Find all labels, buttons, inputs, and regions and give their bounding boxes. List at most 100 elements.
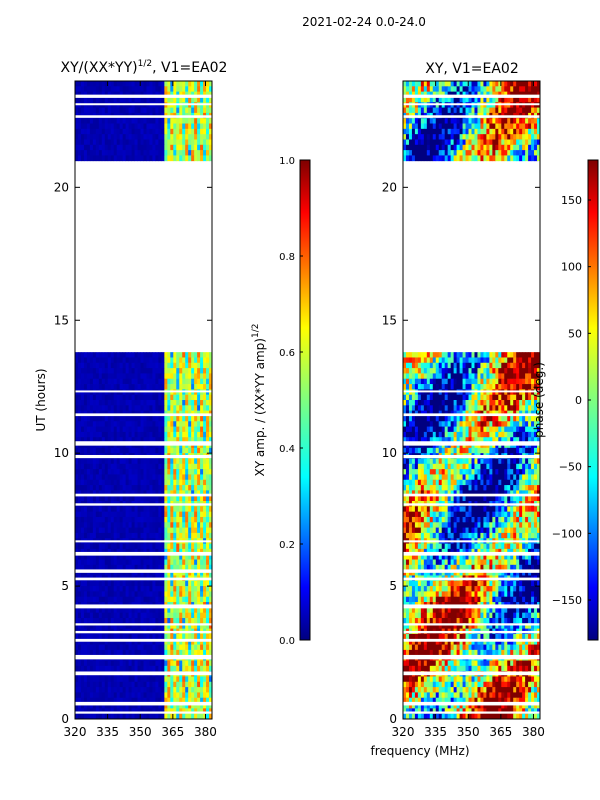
heatmap-cell [164,586,168,592]
heatmap-cell [185,713,189,720]
heatmap-cell [119,516,124,523]
heatmap-cell [474,447,478,454]
heatmap-cell [86,368,91,374]
heatmap-cell [185,522,189,528]
heatmap-cell [206,708,210,715]
heatmap-cell [528,352,532,358]
heatmap-cell [128,128,132,135]
heatmap-cell [101,676,106,683]
heatmap-cell [411,373,416,380]
heatmap-cell [75,400,79,406]
heatmap-cell [86,373,91,380]
heatmap-cell [194,527,198,534]
heatmap-cell [209,431,213,438]
heatmap-cell [194,96,198,103]
heatmap-cell [107,516,112,523]
heatmap-cell [119,559,124,566]
heatmap-cell [101,437,106,443]
heatmap-cell [411,469,416,475]
heatmap-cell [194,607,198,614]
heatmap-cell [203,134,207,140]
heatmap-cell [471,431,475,438]
heatmap-cell [122,431,127,438]
heatmap-cell [92,400,97,406]
heatmap-cell [134,479,138,486]
heatmap-cell [134,352,138,358]
heatmap-cell [176,81,180,87]
heatmap-cell [143,458,147,465]
heatmap-cell [438,362,443,369]
heatmap-cell [405,431,410,438]
heatmap-cell [170,564,174,571]
heatmap-cell [173,469,177,475]
heatmap-cell [122,139,127,146]
heatmap-cell [477,405,481,412]
heatmap-cell [146,421,150,427]
heatmap-cell [158,697,162,704]
heatmap-cell [122,692,127,699]
heatmap-cell [128,118,132,124]
heatmap-cell [155,660,159,667]
heatmap-cell [173,458,177,465]
heatmap-cell [179,378,183,385]
heatmap-cell [149,532,153,539]
heatmap-cell [194,633,198,640]
heatmap-cell [203,639,207,645]
heatmap-cell [128,463,132,470]
heatmap-cell [75,118,79,124]
heatmap-cell [104,639,109,645]
heatmap-cell [182,692,186,699]
heatmap-cell [92,570,97,576]
heatmap-cell [95,580,100,587]
heatmap-cell [128,570,132,576]
heatmap-cell [128,623,132,630]
heatmap-cell [149,554,153,560]
heatmap-cell [128,586,132,592]
heatmap-cell [176,559,180,566]
heatmap-cell [122,649,127,656]
heatmap-cell [173,485,177,491]
heatmap-cell [191,96,195,103]
heatmap-cell [531,400,535,406]
heatmap-cell [197,522,201,528]
heatmap-cell [444,458,449,465]
heatmap-cell [480,352,484,358]
heatmap-cell [155,633,159,640]
heatmap-cell [134,532,138,539]
heatmap-cell [75,378,79,385]
heatmap-cell [122,703,127,709]
heatmap-cell [173,527,177,534]
heatmap-cell [519,394,523,401]
heatmap-cell [179,394,183,401]
heatmap-cell [80,150,85,156]
heatmap-cell [477,378,481,385]
heatmap-cell [167,649,171,656]
heatmap-cell [495,426,499,433]
heatmap-cell [191,426,195,433]
heatmap-cell [92,532,97,539]
heatmap-cell [119,495,124,502]
heatmap-cell [200,607,204,614]
heatmap-cell [122,548,127,555]
heatmap-cell [110,697,115,704]
heatmap-cell [95,644,100,651]
heatmap-cell [203,676,207,683]
heatmap-cell [161,485,165,491]
heatmap-cell [92,362,97,369]
heatmap-cell [77,586,82,592]
heatmap-cell [122,81,127,87]
heatmap-cell [438,426,443,433]
heatmap-cell [525,378,529,385]
heatmap-cell [185,617,189,624]
heatmap-cell [119,415,124,422]
heatmap-cell [89,703,94,709]
heatmap-cell [173,118,177,124]
heatmap-cell [75,479,79,486]
heatmap-cell [116,692,121,699]
heatmap-cell [75,357,79,364]
heatmap-cell [77,580,82,587]
heatmap-cell [107,426,112,433]
heatmap-cell [206,570,210,576]
heatmap-cell [537,352,541,358]
heatmap-cell [188,458,192,465]
